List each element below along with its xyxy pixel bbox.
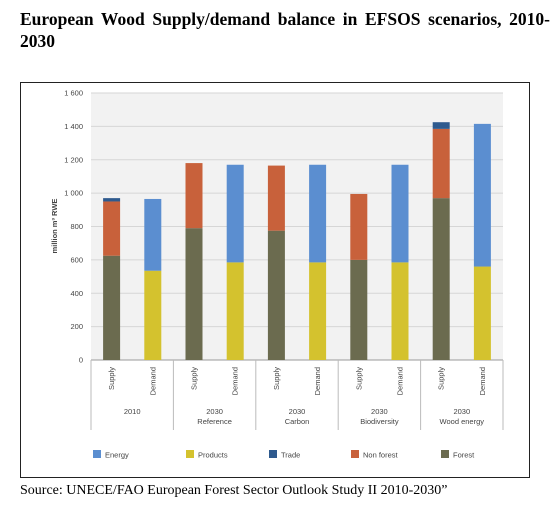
x-tick-label: Demand xyxy=(396,367,405,395)
y-axis-ticks: 0 200 400 600 800 1 000 1 200 1 400 1 600 xyxy=(64,89,83,365)
bar-segment-non-forest xyxy=(432,128,450,199)
group-sublabel: Reference xyxy=(197,417,232,426)
bar-segment-forest xyxy=(267,230,285,360)
bar-segment-non-forest xyxy=(103,201,121,256)
legend-swatch xyxy=(269,450,277,458)
bar-segment-energy xyxy=(226,164,244,263)
bar-segment-products xyxy=(473,266,491,360)
bar-segment-forest xyxy=(103,255,121,360)
x-tick-label: Supply xyxy=(190,367,199,390)
bar-segment-energy xyxy=(144,198,162,271)
x-tick-label: Supply xyxy=(354,367,363,390)
y-tick-label: 400 xyxy=(70,289,83,298)
bar-segment-energy xyxy=(391,164,409,263)
bar-segment-products xyxy=(309,262,327,360)
bar-segment-forest xyxy=(350,259,368,360)
bar-segment-non-forest xyxy=(185,163,203,229)
bar-segment-trade xyxy=(103,198,121,202)
group-sublabel: Carbon xyxy=(285,417,310,426)
group-label: 2030 xyxy=(453,407,470,416)
group-sublabel: Biodiversity xyxy=(360,417,399,426)
group-label: 2030 xyxy=(371,407,388,416)
bar-segment-trade xyxy=(432,122,450,129)
group-label: 2010 xyxy=(124,407,141,416)
legend-label: Forest xyxy=(453,451,475,460)
legend-label: Non forest xyxy=(363,451,399,460)
y-tick-label: 1 400 xyxy=(64,122,83,131)
x-tick-label: Demand xyxy=(231,367,240,395)
x-tick-label: Supply xyxy=(107,367,116,390)
y-tick-label: 1 200 xyxy=(64,155,83,164)
bar-segment-energy xyxy=(309,164,327,263)
x-tick-label: Supply xyxy=(272,367,281,390)
legend: Energy Products Trade Non forest Forest xyxy=(93,450,475,460)
bar-segment-non-forest xyxy=(267,165,285,231)
legend-swatch xyxy=(351,450,359,458)
bar-segment-forest xyxy=(432,198,450,360)
bars xyxy=(103,122,491,360)
bar-segment-products xyxy=(144,270,162,360)
x-tick-label: Demand xyxy=(313,367,322,395)
group-label: 2030 xyxy=(289,407,306,416)
y-tick-label: 200 xyxy=(70,322,83,331)
group-sublabel: Wood energy xyxy=(440,417,485,426)
bar-segment-products xyxy=(226,262,244,360)
legend-label: Products xyxy=(198,451,228,460)
bar-segment-products xyxy=(391,262,409,360)
bar-segment-forest xyxy=(185,228,203,360)
legend-label: Energy xyxy=(105,451,129,460)
bar-segment-non-forest xyxy=(350,193,368,260)
y-tick-label: 0 xyxy=(79,356,83,365)
stacked-bar-chart: 0 200 400 600 800 1 000 1 200 1 400 1 600 millio… xyxy=(50,89,504,460)
x-axis-labels: Supply Demand Supply Demand Supply Demand Supp… xyxy=(90,360,504,430)
y-tick-label: 1 600 xyxy=(64,89,83,98)
x-tick-label: Demand xyxy=(148,367,157,395)
legend-swatch xyxy=(441,450,449,458)
chart-title: European Wood Supply/demand balance in E… xyxy=(20,9,550,51)
chart-figure: 0 200 400 600 800 1 000 1 200 1 400 1 600 millio… xyxy=(20,82,530,478)
y-axis-label: million m³ RWE xyxy=(50,199,59,254)
group-label: 2030 xyxy=(206,407,223,416)
y-tick-label: 800 xyxy=(70,222,83,231)
y-tick-label: 600 xyxy=(70,255,83,264)
y-tick-label: 1 000 xyxy=(64,189,83,198)
legend-swatch xyxy=(93,450,101,458)
bar-segment-energy xyxy=(473,123,491,267)
legend-swatch xyxy=(186,450,194,458)
x-tick-label: Supply xyxy=(437,367,446,390)
source-note: Source: UNECE/FAO European Forest Sector… xyxy=(20,483,448,498)
x-tick-label: Demand xyxy=(478,367,487,395)
legend-label: Trade xyxy=(281,451,300,460)
